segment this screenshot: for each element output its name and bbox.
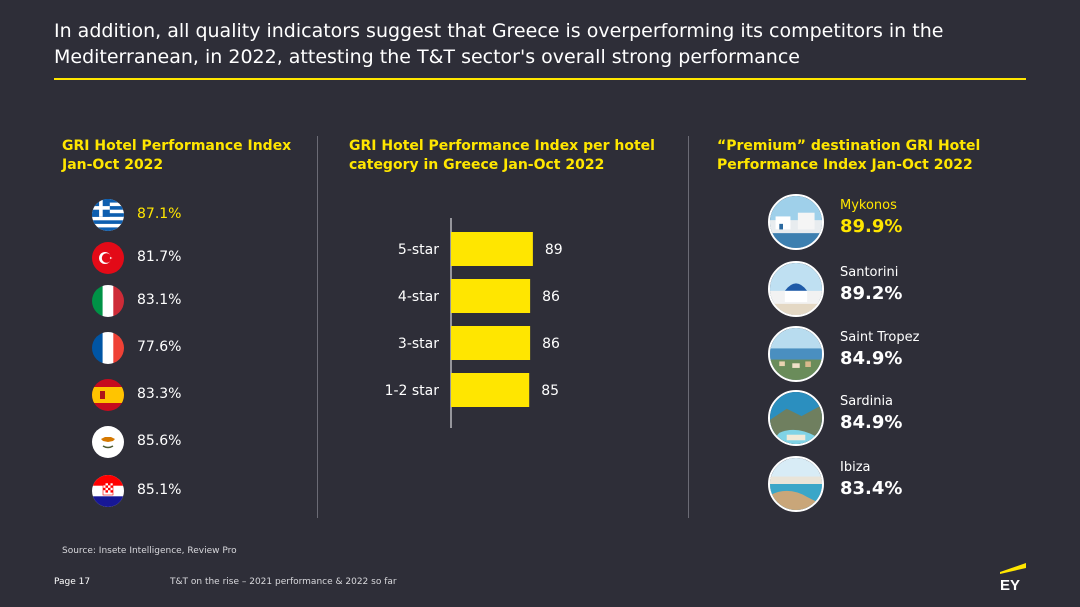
right-title-line1: “Premium” destination GRI Hotel (717, 138, 981, 154)
bar-category-label: 5-star (398, 242, 439, 258)
destination-name: Sardinia (840, 394, 894, 409)
bar-category-label: 4-star (398, 289, 439, 305)
destination-name: Mykonos (840, 198, 897, 213)
destination-name: Saint Tropez (840, 330, 920, 345)
page-headline: In addition, all quality indicators sugg… (54, 20, 944, 68)
spain-value: 83.3% (137, 386, 182, 402)
croatia-value: 85.1% (137, 482, 182, 498)
source-note: Source: Insete Intelligence, Review Pro (62, 546, 237, 556)
bar (451, 326, 531, 360)
bar-value-label: 86 (542, 336, 560, 352)
destination-value: 89.9% (840, 216, 903, 237)
turkey-value: 81.7% (137, 249, 182, 265)
destination-value: 84.9% (840, 412, 903, 433)
italy-flag-icon (92, 285, 124, 317)
saint-tropez-photo-icon (768, 326, 824, 382)
destination-name: Santorini (840, 265, 899, 280)
destination-value: 83.4% (840, 478, 903, 499)
croatia-flag-icon (92, 475, 124, 507)
destination-name: Ibiza (840, 460, 871, 475)
right-title-line2: Performance Index Jan-Oct 2022 (717, 157, 973, 173)
right-column-title: “Premium” destination GRI Hotel Performa… (717, 137, 980, 175)
ey-logo-text: EY (1000, 577, 1020, 592)
bar-value-label: 85 (541, 383, 559, 399)
left-title-line1: GRI Hotel Performance Index (62, 138, 292, 154)
hotel-category-bar-chart: 5-star 89 4-star 86 3-star 86 1-2 star 85 (385, 218, 563, 428)
cyprus-value: 85.6% (137, 433, 182, 449)
column-divider-left (317, 136, 318, 518)
sardinia-photo-icon (768, 390, 824, 446)
bar (451, 373, 530, 407)
france-value: 77.6% (137, 339, 182, 355)
bar-category-label: 1-2 star (385, 383, 440, 399)
spain-flag-icon (92, 379, 124, 411)
bar (451, 232, 533, 266)
page-number: Page 17 (54, 577, 91, 587)
destination-value: 84.9% (840, 348, 903, 369)
mykonos-photo-icon (768, 194, 824, 250)
footer-title: T&T on the rise – 2021 performance & 202… (170, 577, 397, 587)
bar (451, 279, 531, 313)
mid-title-line2: category in Greece Jan-Oct 2022 (349, 157, 605, 173)
greece-value: 87.1% (137, 206, 182, 222)
column-divider-right (688, 136, 689, 518)
mid-title-line1: GRI Hotel Performance Index per hotel (349, 138, 655, 154)
france-flag-icon (92, 332, 124, 364)
cyprus-flag-icon (92, 426, 124, 458)
greece-flag-icon (92, 199, 124, 231)
left-column-title: GRI Hotel Performance Index Jan-Oct 2022 (62, 137, 291, 175)
turkey-flag-icon (92, 242, 124, 274)
left-title-line2: Jan-Oct 2022 (62, 157, 164, 173)
ibiza-photo-icon (768, 456, 824, 512)
ey-logo: EY (1000, 563, 1026, 592)
santorini-photo-icon (768, 261, 824, 317)
destination-value: 89.2% (840, 283, 903, 304)
bar-value-label: 86 (542, 289, 560, 305)
italy-value: 83.1% (137, 292, 182, 308)
bar-category-label: 3-star (398, 336, 439, 352)
bar-value-label: 89 (545, 242, 563, 258)
middle-column-title: GRI Hotel Performance Index per hotel ca… (349, 137, 655, 175)
headline-divider (54, 78, 1026, 80)
